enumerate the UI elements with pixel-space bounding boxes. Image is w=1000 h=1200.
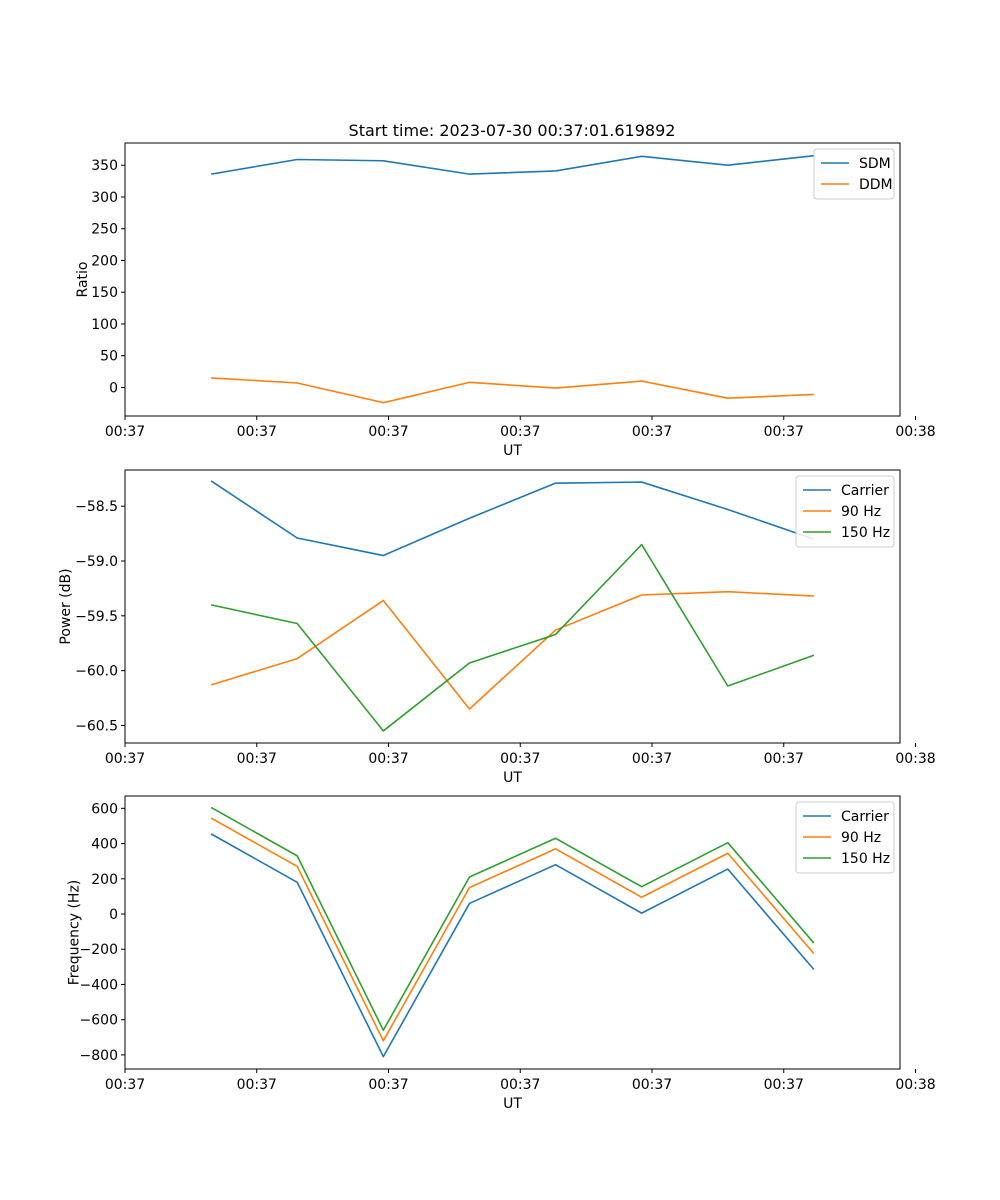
series-line-sdm [210,154,814,175]
x-axis-label: UT [503,1096,522,1112]
x-tick-label: 00:37 [500,1077,540,1093]
legend-box [813,148,895,200]
axes-frame [124,142,901,417]
x-tick-label: 00:37 [105,424,145,440]
x-tick-label: 00:37 [764,424,804,440]
x-tick-label: 00:37 [632,751,672,767]
y-tick-label: −60.0 [75,664,118,680]
x-tick-label: 00:37 [368,424,408,440]
x-tick-label: 00:37 [105,751,145,767]
y-tick-label: 600 [91,801,118,817]
y-tick-label: 0 [109,380,118,396]
y-tick-label: 200 [91,872,118,888]
y-axis-label: Ratio [75,262,91,298]
y-tick-label: −59.0 [75,554,118,570]
x-tick-label: 00:37 [237,424,277,440]
y-tick-label: −600 [80,1013,118,1029]
y-tick-label: −400 [80,977,118,993]
y-tick-label: 200 [91,253,118,269]
legend-label: Carrier [841,809,889,825]
y-axis-label: Frequency (Hz) [67,880,83,986]
x-tick-label: 00:37 [105,1077,145,1093]
series-line-ddm [211,377,814,404]
y-tick-label: −58.5 [75,499,118,515]
legend-label: 150 Hz [841,851,890,867]
legend-label: 90 Hz [841,830,881,846]
y-axis-label: Power (dB) [58,568,74,644]
y-tick-label: −60.5 [75,718,118,734]
axes-frame [124,795,901,1070]
y-tick-label: 400 [91,837,118,853]
legend-label: DDM [859,177,893,193]
x-tick-label: 00:37 [500,751,540,767]
x-tick-label: 00:37 [368,751,408,767]
x-tick-label: 00:37 [368,1077,408,1093]
series-line-90-hz [210,590,814,710]
series-line-150-hz [210,543,815,732]
legend-label: SDM [859,156,891,172]
x-tick-label: 00:38 [895,751,935,767]
x-tick-label: 00:37 [500,424,540,440]
series-line-150-hz [210,806,815,1032]
y-tick-label: 250 [91,222,118,238]
y-tick-label: −59.5 [75,609,118,625]
legend-box [795,801,895,874]
legend-box [795,475,895,548]
series-line-90-hz [210,817,815,1042]
legend: SDM DDM [813,148,895,200]
y-tick-label: 100 [91,317,118,333]
y-tick-label: −200 [80,942,118,958]
chart-panel-1: 00:37 00:37 00:37 00:37 00:37 00:37 00:38 0 50 10… [75,142,936,459]
x-axis-label: UT [503,770,522,786]
series-line-carrier [210,480,815,557]
y-tick-label: 350 [91,158,118,174]
y-tick-label: −800 [80,1048,118,1064]
y-tick-label: 150 [91,285,118,301]
chart-panel-2: 00:37 00:37 00:37 00:37 00:37 00:37 00:38 −60.5… [58,469,936,786]
x-tick-label: 00:37 [632,1077,672,1093]
x-tick-label: 00:37 [764,751,804,767]
y-tick-label: 50 [100,349,118,365]
figure-title: Start time: 2023-07-30 00:37:01.619892 [349,121,676,140]
legend: Carrier 90 Hz 150 Hz [795,801,895,874]
legend-label: Carrier [841,483,889,499]
x-tick-label: 00:37 [764,1077,804,1093]
legend-label: 150 Hz [841,525,890,541]
legend-label: 90 Hz [841,504,881,520]
series-line-carrier [210,833,815,1058]
chart-panel-3: 00:37 00:37 00:37 00:37 00:37 00:37 00:38 −800 −… [67,795,936,1112]
x-tick-label: 00:37 [632,424,672,440]
axes-frame [124,469,901,744]
x-tick-label: 00:37 [237,1077,277,1093]
x-tick-label: 00:38 [895,1077,935,1093]
y-tick-label: 300 [91,190,118,206]
x-tick-label: 00:37 [237,751,277,767]
x-axis-label: UT [503,443,522,459]
y-tick-label: 0 [109,907,118,923]
legend: Carrier 90 Hz 150 Hz [795,475,895,548]
x-tick-label: 00:38 [895,424,935,440]
